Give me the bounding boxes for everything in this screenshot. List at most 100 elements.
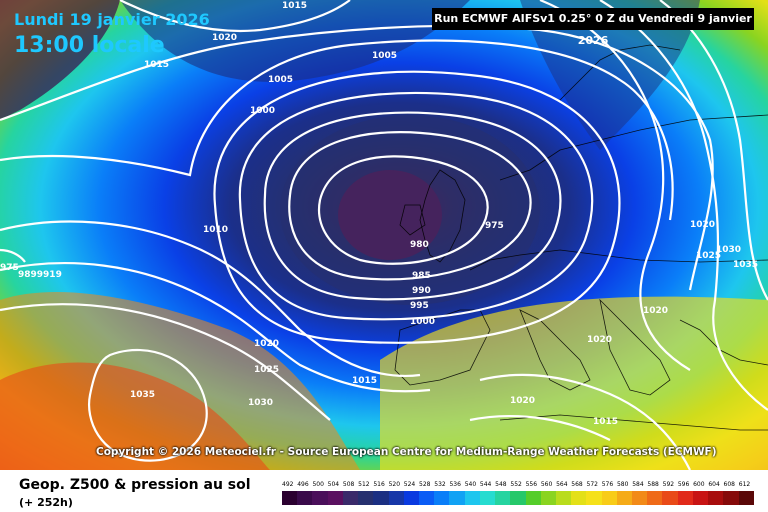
color-scale-value: 508 xyxy=(342,481,355,488)
color-scale-swatch xyxy=(692,491,709,505)
color-scale-value: 500 xyxy=(312,481,324,488)
isobar-label: 1020 xyxy=(254,339,279,349)
color-scale-value: 552 xyxy=(510,481,522,488)
run-info: Run ECMWF AIFSv1 0.25° 0 Z du Vendredi 9… xyxy=(432,8,754,47)
color-scale-value: 556 xyxy=(525,481,538,488)
isobar-label: 990 xyxy=(412,286,431,296)
color-scale-swatch xyxy=(723,491,739,505)
color-scale-swatch xyxy=(464,491,480,505)
color-scale-labels: 492 496 500 504 508 512 516 520 524 528 532 536 540 5… xyxy=(282,481,754,489)
color-scale-swatch xyxy=(708,491,724,505)
isobar-label: 995 xyxy=(410,301,429,311)
color-scale-value: 576 xyxy=(601,481,614,488)
isobar-label: 1020 xyxy=(643,306,668,316)
isobar-label: 1010 xyxy=(203,225,228,235)
color-scale-value: 604 xyxy=(708,481,720,488)
isobar-label: 1030 xyxy=(716,245,741,255)
isobar-label: 1020 xyxy=(587,335,612,345)
isobar-label: 1015 xyxy=(144,60,169,70)
isobar-label: 975 xyxy=(0,263,19,273)
color-scale xyxy=(282,491,754,505)
color-scale-value: 548 xyxy=(495,481,507,488)
color-scale-value: 536 xyxy=(449,481,461,488)
color-scale-value: 564 xyxy=(556,481,568,488)
color-scale-swatch xyxy=(373,491,389,505)
color-scale-value: 504 xyxy=(327,481,340,488)
color-scale-swatch xyxy=(312,491,328,505)
color-scale-value: 596 xyxy=(677,481,690,488)
color-scale-swatch xyxy=(616,491,633,505)
color-scale-swatch xyxy=(479,491,496,505)
color-scale-value: 584 xyxy=(632,481,644,488)
isobar-label: 1000 xyxy=(250,106,275,116)
color-scale-value: 588 xyxy=(647,481,659,488)
copyright-notice: Copyright © 2026 Meteociel.fr - Source E… xyxy=(96,446,717,458)
isobar-label: 1015 xyxy=(282,1,307,11)
color-scale-swatch xyxy=(586,491,602,505)
color-scale-value: 568 xyxy=(571,481,583,488)
color-scale-swatch xyxy=(540,491,556,505)
isobar-label: 1020 xyxy=(510,396,535,406)
color-scale-value: 600 xyxy=(693,481,705,488)
color-scale-swatch xyxy=(601,491,617,505)
color-scale-swatch xyxy=(632,491,648,505)
isobar-label: 1015 xyxy=(352,376,377,386)
color-scale-value: 544 xyxy=(479,481,492,488)
color-scale-value: 496 xyxy=(297,481,309,488)
warm-core-southwest xyxy=(0,362,270,470)
isobar-label: 1025 xyxy=(254,365,279,375)
color-scale-value: 608 xyxy=(723,481,735,488)
color-scale-value: 524 xyxy=(403,481,416,488)
isobar-label: 975 xyxy=(485,221,504,231)
color-scale-swatch xyxy=(327,491,343,505)
forecast-date: Lundi 19 janvier 2026 xyxy=(14,10,210,29)
color-scale-swatch xyxy=(418,491,435,505)
isobar-label: 985 xyxy=(412,271,431,281)
color-scale-swatch xyxy=(388,491,404,505)
color-scale-swatch xyxy=(677,491,693,505)
isobar-label: 1035 xyxy=(130,390,155,400)
color-scale-swatch xyxy=(738,491,754,505)
color-scale-value: 512 xyxy=(358,481,370,488)
product-title: Geop. Z500 & pression au sol xyxy=(19,477,251,493)
isobar-label: 1020 xyxy=(690,220,715,230)
weather-map: 1015 1020 1015 1005 1005 1000 975 989991… xyxy=(0,0,768,470)
color-scale-value: 540 xyxy=(464,481,477,488)
color-scale-value: 572 xyxy=(586,481,598,488)
color-scale-swatch xyxy=(647,491,663,505)
color-scale-swatch xyxy=(342,491,359,505)
color-scale-swatch xyxy=(525,491,541,505)
color-scale-swatch xyxy=(510,491,526,505)
isobar-label: 980 xyxy=(410,240,429,250)
low-ring xyxy=(280,115,540,305)
color-scale-value: 580 xyxy=(616,481,629,488)
lead-time: (+ 252h) xyxy=(19,496,73,509)
color-scale-swatch xyxy=(358,491,374,505)
color-scale-value: 592 xyxy=(662,481,675,488)
color-scale-value: 612 xyxy=(738,481,751,488)
forecast-time: 13:00 locale xyxy=(14,33,165,58)
cold-northwest-pool xyxy=(0,0,120,120)
color-scale-swatch xyxy=(434,491,450,505)
color-scale-value: 532 xyxy=(434,481,446,488)
isobar-label: 1035 xyxy=(733,260,758,270)
color-scale-swatch xyxy=(449,491,465,505)
color-scale-value: 520 xyxy=(388,481,401,488)
color-scale-swatch xyxy=(282,491,298,505)
cold-upper-band xyxy=(120,0,470,82)
color-scale-swatch xyxy=(403,491,419,505)
isobar-label: 1015 xyxy=(593,417,618,427)
color-scale-value: 492 xyxy=(282,481,294,488)
isobar-label: 1005 xyxy=(372,51,397,61)
color-scale-value: 528 xyxy=(419,481,431,488)
isobar-label: 9899919 xyxy=(18,270,62,280)
isobar-label: 1025 xyxy=(696,251,721,261)
color-scale-swatch xyxy=(297,491,313,505)
color-scale-swatch xyxy=(495,491,511,505)
color-scale-swatch xyxy=(555,491,572,505)
color-scale-swatch xyxy=(571,491,587,505)
isobars xyxy=(0,0,768,470)
color-scale-value: 560 xyxy=(540,481,553,488)
isobar-label: 1030 xyxy=(248,398,273,408)
color-scale-value: 516 xyxy=(373,481,385,488)
